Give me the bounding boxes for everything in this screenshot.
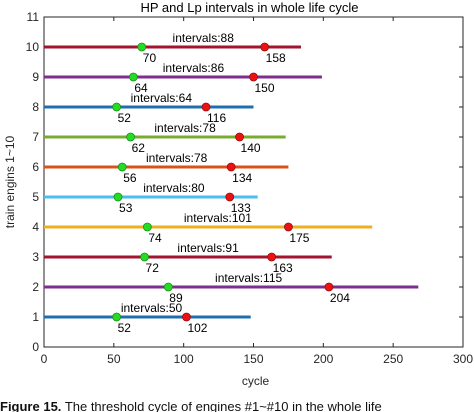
interval-label-10: intervals:88 (173, 31, 235, 45)
x-tick-label: 0 (41, 352, 48, 366)
y-tick-label: 3 (32, 250, 39, 264)
hp-value-label-4: 175 (289, 231, 309, 245)
plot-area-frame (43, 16, 464, 348)
x-axis-label: cycle (242, 374, 270, 388)
hp-marker-9 (249, 72, 258, 82)
lp-marker-7 (126, 132, 135, 142)
interval-label-1: intervals:50 (121, 301, 183, 315)
hp-value-label-10: 158 (266, 51, 286, 65)
hp-value-label-6: 134 (232, 171, 252, 185)
lp-value-label-2: 89 (169, 291, 183, 305)
interval-label-6: intervals:78 (146, 151, 208, 165)
hp-marker-10 (260, 42, 270, 52)
y-tick-label: 6 (32, 160, 39, 174)
x-tick-label: 50 (107, 352, 121, 366)
lp-marker-1 (112, 312, 122, 322)
hp-value-label-9: 150 (255, 81, 275, 95)
caption-text: The threshold cycle of engines #1~#10 in… (64, 402, 382, 412)
y-tick-label: 0 (32, 340, 39, 354)
hp-marker-8 (201, 102, 211, 112)
figure-caption: Figure 15. The threshold cycle of engine… (0, 402, 474, 412)
y-tick-label: 10 (26, 40, 40, 54)
y-tick-label: 7 (32, 130, 39, 144)
caption-label: Figure 15. (0, 402, 62, 412)
chart-title: HP and Lp intervals in whole life cycle (141, 0, 359, 15)
lp-value-label-6: 56 (123, 171, 137, 185)
lp-marker-8 (112, 102, 122, 112)
lp-marker-3 (140, 252, 149, 262)
chart-figure: HP and Lp intervals in whole life cycle … (3, 0, 474, 388)
hp-marker-5 (225, 192, 235, 202)
x-tick-label: 100 (174, 352, 194, 366)
y-tick-label: 8 (32, 100, 39, 114)
lp-value-label-3: 72 (146, 261, 160, 275)
y-tick-label: 1 (32, 310, 39, 324)
x-tick-label: 200 (313, 352, 333, 366)
lp-marker-2 (163, 282, 173, 292)
x-tick-label: 300 (453, 352, 473, 366)
lp-value-label-9: 64 (134, 81, 148, 95)
lp-value-label-10: 70 (143, 51, 157, 65)
lp-value-label-5: 53 (119, 201, 133, 215)
x-tick-label: 250 (383, 352, 403, 366)
interval-label-5: intervals:80 (143, 181, 205, 195)
hp-value-label-7: 140 (241, 141, 261, 155)
lp-marker-6 (117, 162, 127, 172)
interval-label-3: intervals:91 (177, 241, 239, 255)
hp-value-label-1: 102 (187, 321, 207, 335)
hp-value-label-8: 116 (207, 111, 226, 125)
lp-value-label-8: 52 (118, 111, 132, 125)
interval-label-9: intervals:86 (163, 61, 225, 75)
hp-value-label-5: 133 (231, 201, 251, 215)
y-tick-label: 4 (32, 220, 39, 234)
interval-label-4: intervals:101 (184, 211, 252, 225)
lp-marker-10 (137, 42, 147, 52)
hp-marker-6 (226, 162, 236, 172)
interval-label-8: intervals:64 (131, 91, 193, 105)
y-tick-label: 5 (32, 190, 39, 204)
y-tick-label: 11 (27, 10, 40, 24)
y-tick-label: 9 (32, 70, 39, 84)
hp-marker-1 (182, 312, 191, 322)
hp-marker-4 (284, 222, 293, 232)
hp-marker-7 (235, 132, 244, 142)
hp-marker-3 (267, 252, 277, 262)
y-tick-label: 2 (32, 280, 39, 294)
y-axis-label: train engins 1~10 (3, 135, 17, 228)
lp-value-label-1: 52 (118, 321, 132, 335)
interval-label-2: intervals:115 (215, 271, 282, 285)
hp-value-label-3: 163 (273, 261, 293, 275)
interval-label-7: intervals:78 (154, 121, 216, 135)
hp-value-label-2: 204 (330, 291, 350, 305)
lp-value-label-4: 74 (148, 231, 162, 245)
lp-marker-9 (128, 72, 138, 82)
lp-marker-5 (113, 192, 123, 202)
lp-marker-4 (142, 222, 152, 232)
lp-value-label-7: 62 (132, 141, 146, 155)
hp-marker-2 (324, 282, 334, 292)
x-tick-label: 150 (243, 352, 263, 366)
